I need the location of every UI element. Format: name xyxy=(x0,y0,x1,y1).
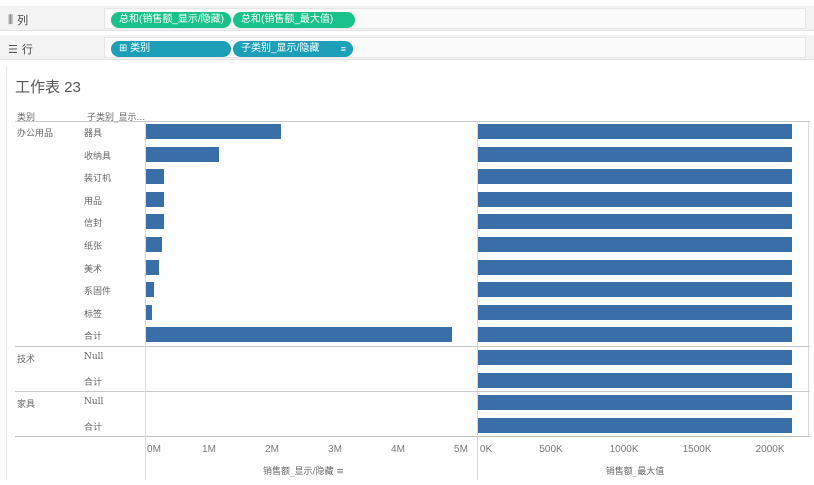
pill-category[interactable]: ⊞ 类别 xyxy=(111,41,231,57)
subcategory-label[interactable]: 器具 xyxy=(84,129,103,139)
subcategory-label[interactable]: Null xyxy=(84,352,104,362)
bar-sales-max[interactable] xyxy=(478,327,792,343)
pane-divider-right xyxy=(808,122,809,436)
category-label[interactable]: 家具 xyxy=(17,400,36,411)
subcategory-label[interactable]: 合计 xyxy=(84,377,103,388)
category-label[interactable]: 技术 xyxy=(17,355,36,365)
pill-label: ⊞ 类别 xyxy=(119,43,151,54)
header-divider xyxy=(15,121,810,122)
bar-sales-show-hide[interactable] xyxy=(146,146,220,162)
bar-sales-max[interactable] xyxy=(478,169,792,185)
x-tick-label: 1M xyxy=(202,444,216,455)
subcategory-label[interactable]: 用品 xyxy=(84,196,103,207)
x-tick-label: 500K xyxy=(539,444,563,455)
bar-sales-max[interactable] xyxy=(478,191,792,207)
pill-sum-sales-max[interactable]: 总和(销售额_最大值) xyxy=(233,12,355,28)
bar-sales-show-hide[interactable] xyxy=(146,259,159,275)
bar-sales-max[interactable] xyxy=(478,350,792,365)
pane-divider-left xyxy=(145,122,146,436)
bar-sales-max[interactable] xyxy=(478,259,792,275)
worksheet: 工作表 23 类别 子类别_显示... 器具收纳具装订机用品信封纸张美术系固件标… xyxy=(6,66,810,480)
bar-sales-max[interactable] xyxy=(478,372,792,388)
pane-divider-middle xyxy=(477,122,478,436)
pill-label: 总和(销售额_最大值) xyxy=(241,14,334,25)
category-label[interactable]: 办公用品 xyxy=(17,129,54,139)
subcategory-label[interactable]: 信封 xyxy=(84,219,103,230)
bar-sales-show-hide[interactable] xyxy=(146,191,164,207)
rows-shelf-label: ☰ 行 xyxy=(8,41,33,57)
columns-label-text: 列 xyxy=(17,15,29,27)
group-divider xyxy=(15,391,810,393)
x-tick-label: 2000K xyxy=(755,444,785,455)
x-axis-title-sales-show-hide[interactable]: 销售额_显示/隐藏 ≡ xyxy=(263,467,344,477)
subcategory-label[interactable]: 合计 xyxy=(84,332,103,343)
columns-shelf: ⫼ 列 总和(销售额_显示/隐藏) 总和(销售额_最大值) xyxy=(0,6,814,31)
bar-sales-max[interactable] xyxy=(478,395,792,411)
subcategory-label[interactable]: 收纳具 xyxy=(84,151,112,162)
subcategory-label[interactable]: 美术 xyxy=(84,264,103,275)
group-divider xyxy=(15,436,810,438)
bar-sales-show-hide[interactable] xyxy=(146,282,154,298)
sort-descending-icon[interactable]: ≡ xyxy=(340,44,346,54)
bar-sales-show-hide[interactable] xyxy=(146,304,153,320)
subcategory-label[interactable]: 合计 xyxy=(84,422,103,433)
bar-sales-show-hide[interactable] xyxy=(146,124,282,139)
bar-sales-show-hide[interactable] xyxy=(146,327,452,343)
worksheet-title[interactable]: 工作表 23 xyxy=(15,79,81,96)
pill-label: 总和(销售额_显示/隐藏) xyxy=(119,14,224,25)
subcategory-label[interactable]: 装订机 xyxy=(84,174,112,185)
subcategory-label[interactable]: 纸张 xyxy=(84,242,103,252)
subcategory-label[interactable]: Null xyxy=(84,397,104,408)
x-tick-label: 2M xyxy=(265,444,279,455)
header-category[interactable]: 类别 xyxy=(17,113,36,123)
x-axis-title-sales-max[interactable]: 销售额_最大值 xyxy=(605,467,665,477)
rows-drop-area[interactable]: ⊞ 类别 子类别_显示/隐藏 ≡ xyxy=(104,37,806,58)
pill-sum-sales-show-hide[interactable]: 总和(销售额_显示/隐藏) xyxy=(111,12,231,28)
bar-sales-show-hide[interactable] xyxy=(146,169,165,185)
subcategory-label[interactable]: 标签 xyxy=(84,309,103,320)
bar-sales-max[interactable] xyxy=(478,124,792,139)
bar-sales-max[interactable] xyxy=(478,417,792,433)
bar-sales-max[interactable] xyxy=(478,214,792,230)
axis-divider-left xyxy=(145,436,146,480)
x-tick-label: 5M xyxy=(454,444,468,455)
x-tick-label: 1500K xyxy=(682,444,712,455)
bar-sales-max[interactable] xyxy=(478,237,792,252)
header-subcategory[interactable]: 子类别_显示... xyxy=(87,113,146,123)
column-shelf-icon: ⫼ xyxy=(8,13,14,26)
axis-divider-middle xyxy=(477,436,478,480)
subcategory-label[interactable]: 系固件 xyxy=(84,287,112,298)
pill-label: 子类别_显示/隐藏 xyxy=(241,43,320,54)
columns-drop-area[interactable]: 总和(销售额_显示/隐藏) 总和(销售额_最大值) xyxy=(104,8,806,29)
x-tick-label: 0K xyxy=(479,444,493,455)
x-tick-label: 1000K xyxy=(609,444,639,455)
bar-sales-show-hide[interactable] xyxy=(146,214,164,230)
x-tick-label: 4M xyxy=(391,444,405,455)
columns-shelf-label: ⫼ 列 xyxy=(8,12,28,28)
bar-sales-max[interactable] xyxy=(478,304,792,320)
bar-sales-max[interactable] xyxy=(478,146,792,162)
bar-sales-max[interactable] xyxy=(478,282,792,298)
bar-sales-show-hide[interactable] xyxy=(146,237,163,252)
x-tick-label: 0M xyxy=(147,444,161,455)
rows-label-text: 行 xyxy=(21,44,33,56)
pill-subcategory-show-hide[interactable]: 子类别_显示/隐藏 ≡ xyxy=(233,41,353,57)
rows-shelf: ☰ 行 ⊞ 类别 子类别_显示/隐藏 ≡ xyxy=(0,35,814,60)
group-divider xyxy=(15,346,810,347)
row-shelf-icon: ☰ xyxy=(8,42,18,56)
x-tick-label: 3M xyxy=(328,444,342,455)
